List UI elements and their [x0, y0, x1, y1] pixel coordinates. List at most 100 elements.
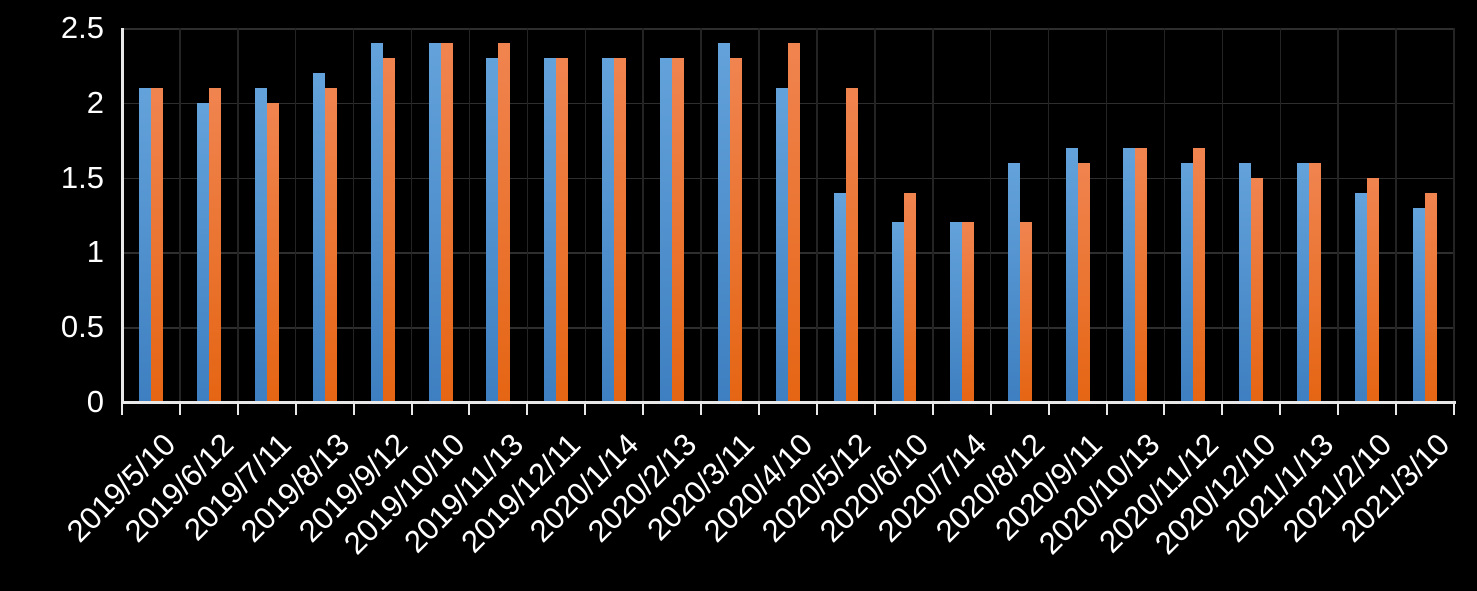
vertical-gridline	[1105, 28, 1108, 402]
x-axis-line	[120, 400, 1456, 404]
vertical-gridline	[816, 28, 818, 402]
bar-orange-2020/11/12	[1193, 147, 1206, 402]
x-axis-tick	[526, 402, 529, 415]
bar-blue-2019/9/12	[370, 42, 383, 402]
bar-blue-2019/10/10	[428, 42, 441, 402]
x-axis-tick	[815, 402, 818, 415]
y-tick-label-2.5: 2.5	[60, 10, 104, 45]
bar-blue-2019/8/13	[312, 72, 325, 402]
y-tick-label-0.5: 0.5	[60, 309, 104, 345]
x-axis-tick	[1047, 402, 1050, 415]
bar-orange-2019/11/13	[498, 42, 511, 402]
x-axis-tick	[1395, 402, 1398, 415]
vertical-gridline	[352, 28, 355, 402]
bar-orange-2019/9/12	[382, 57, 395, 402]
bar-orange-2020/1/14	[614, 57, 627, 402]
vertical-gridline	[700, 28, 702, 402]
x-axis-tick	[931, 402, 934, 415]
vertical-gridline	[1279, 28, 1281, 402]
x-axis-tick	[642, 402, 645, 415]
bar-blue-2019/7/11	[254, 87, 267, 402]
y-tick-label-2: 2	[86, 84, 104, 120]
bar-blue-2021/1/13	[1297, 162, 1310, 402]
bar-blue-2021/2/10	[1355, 192, 1368, 402]
bar-orange-2020/2/13	[672, 57, 685, 402]
vertical-gridline	[1163, 28, 1166, 402]
bar-blue-2020/9/11	[1065, 147, 1078, 402]
bar-blue-2020/7/14	[949, 222, 962, 402]
bar-orange-2019/6/12	[208, 87, 221, 402]
x-axis-tick	[294, 402, 297, 415]
x-axis-tick	[989, 402, 992, 415]
bar-blue-2021/3/10	[1413, 207, 1426, 402]
vertical-gridline	[526, 28, 529, 402]
x-axis-tick	[1163, 402, 1166, 415]
bar-blue-2019/12/11	[544, 57, 557, 402]
x-axis-tick	[410, 402, 413, 415]
vertical-gridline	[468, 28, 471, 402]
bar-orange-2020/9/11	[1077, 162, 1090, 402]
bar-blue-2020/10/13	[1123, 147, 1136, 402]
y-tick-label-1.5: 1.5	[60, 159, 104, 195]
vertical-gridline	[1047, 28, 1050, 402]
bar-orange-2019/10/10	[440, 42, 453, 402]
vertical-gridline	[584, 28, 587, 402]
bar-orange-2021/3/10	[1425, 192, 1438, 402]
x-axis-tick	[873, 402, 876, 415]
x-axis-tick	[468, 402, 471, 415]
vertical-gridline	[642, 28, 644, 402]
x-axis-tick	[758, 402, 761, 415]
vertical-gridline	[410, 28, 413, 402]
x-axis-tick	[121, 402, 123, 415]
bar-orange-2021/1/13	[1309, 162, 1322, 402]
bar-blue-2020/2/13	[660, 57, 673, 402]
horizontal-gridline	[122, 28, 1454, 30]
vertical-gridline	[1453, 28, 1455, 402]
y-tick-label-1: 1	[86, 234, 104, 270]
bar-orange-2019/12/11	[556, 57, 569, 402]
bar-orange-2020/3/11	[730, 57, 743, 402]
vertical-gridline	[1337, 28, 1339, 402]
vertical-gridline	[1395, 28, 1397, 402]
vertical-gridline	[932, 28, 934, 402]
plot-area	[120, 28, 1456, 404]
y-tick-label-0: 0	[86, 384, 104, 419]
bar-orange-2020/8/12	[1019, 222, 1032, 402]
vertical-gridline	[874, 28, 876, 402]
x-axis-tick	[236, 402, 239, 415]
bar-blue-2019/11/13	[486, 57, 499, 402]
bar-orange-2019/7/11	[266, 102, 279, 402]
y-axis-line	[120, 28, 124, 402]
bar-orange-2020/12/10	[1251, 177, 1264, 402]
x-axis-tick	[1279, 402, 1282, 415]
bar-blue-2019/6/12	[196, 102, 209, 402]
bar-blue-2019/5/10	[138, 87, 151, 402]
vertical-gridline	[237, 28, 239, 402]
bar-blue-2020/8/12	[1007, 162, 1020, 402]
x-axis-tick	[178, 402, 181, 415]
bar-orange-2019/8/13	[324, 87, 337, 402]
x-axis-tick	[1221, 402, 1224, 415]
bar-orange-2020/7/14	[961, 222, 974, 402]
bar-blue-2020/5/12	[833, 192, 846, 402]
vertical-gridline	[989, 28, 992, 402]
bar-blue-2020/4/10	[776, 87, 788, 402]
bar-blue-2020/1/14	[602, 57, 615, 402]
x-axis-tick	[700, 402, 703, 415]
bar-blue-2020/6/10	[891, 222, 904, 402]
bar-orange-2020/4/10	[788, 42, 800, 402]
bar-orange-2019/5/10	[150, 87, 163, 402]
bar-orange-2020/6/10	[903, 192, 916, 402]
x-axis-tick	[1337, 402, 1340, 415]
vertical-gridline	[179, 28, 181, 402]
x-axis-tick	[584, 402, 587, 415]
x-axis-tick	[352, 402, 355, 415]
x-axis-tick	[1105, 402, 1108, 415]
vertical-gridline	[1221, 28, 1224, 402]
x-axis-tick	[1453, 402, 1455, 415]
bar-orange-2020/5/12	[845, 87, 858, 402]
bar-blue-2020/12/10	[1239, 162, 1252, 402]
bar-orange-2021/2/10	[1367, 177, 1380, 402]
vertical-gridline	[758, 28, 760, 402]
bar-orange-2020/10/13	[1135, 147, 1148, 402]
